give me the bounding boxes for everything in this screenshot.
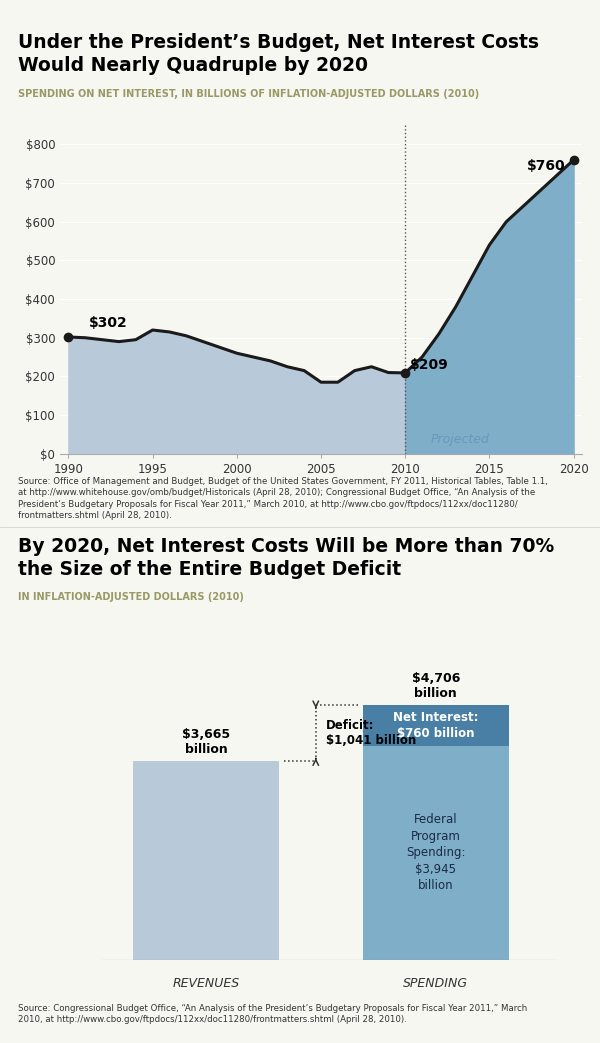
Text: Net Interest:
$760 billion: Net Interest: $760 billion: [393, 711, 479, 741]
Bar: [133, 761, 279, 960]
Text: By 2020, Net Interest Costs Will be More than 70%
the Size of the Entire Budget : By 2020, Net Interest Costs Will be More…: [18, 537, 554, 579]
Text: SPENDING ON NET INTEREST, IN BILLIONS OF INFLATION-ADJUSTED DOLLARS (2010): SPENDING ON NET INTEREST, IN BILLIONS OF…: [18, 89, 479, 99]
Bar: [363, 746, 509, 960]
Text: Under the President’s Budget, Net Interest Costs
Would Nearly Quadruple by 2020: Under the President’s Budget, Net Intere…: [18, 33, 539, 75]
Bar: [363, 705, 509, 746]
Text: Federal
Program
Spending:
$3,945
billion: Federal Program Spending: $3,945 billion: [406, 814, 466, 893]
Text: SPENDING: SPENDING: [403, 977, 469, 990]
Text: Source: Office of Management and Budget, Budget of the United States Government,: Source: Office of Management and Budget,…: [18, 477, 548, 520]
Text: $3,665
billion: $3,665 billion: [182, 728, 230, 756]
Text: $209: $209: [410, 359, 449, 372]
Text: Projected: Projected: [430, 433, 490, 445]
Text: IN INFLATION-ADJUSTED DOLLARS (2010): IN INFLATION-ADJUSTED DOLLARS (2010): [18, 592, 244, 603]
Text: REVENUES: REVENUES: [173, 977, 240, 990]
Text: $4,706
billion: $4,706 billion: [412, 672, 460, 700]
Text: $760: $760: [526, 159, 565, 172]
Text: Source: Congressional Budget Office, “An Analysis of the President’s Budgetary P: Source: Congressional Budget Office, “An…: [18, 1003, 527, 1024]
Text: Deficit:
$1,041 billion: Deficit: $1,041 billion: [326, 720, 416, 747]
Text: $302: $302: [89, 316, 127, 330]
